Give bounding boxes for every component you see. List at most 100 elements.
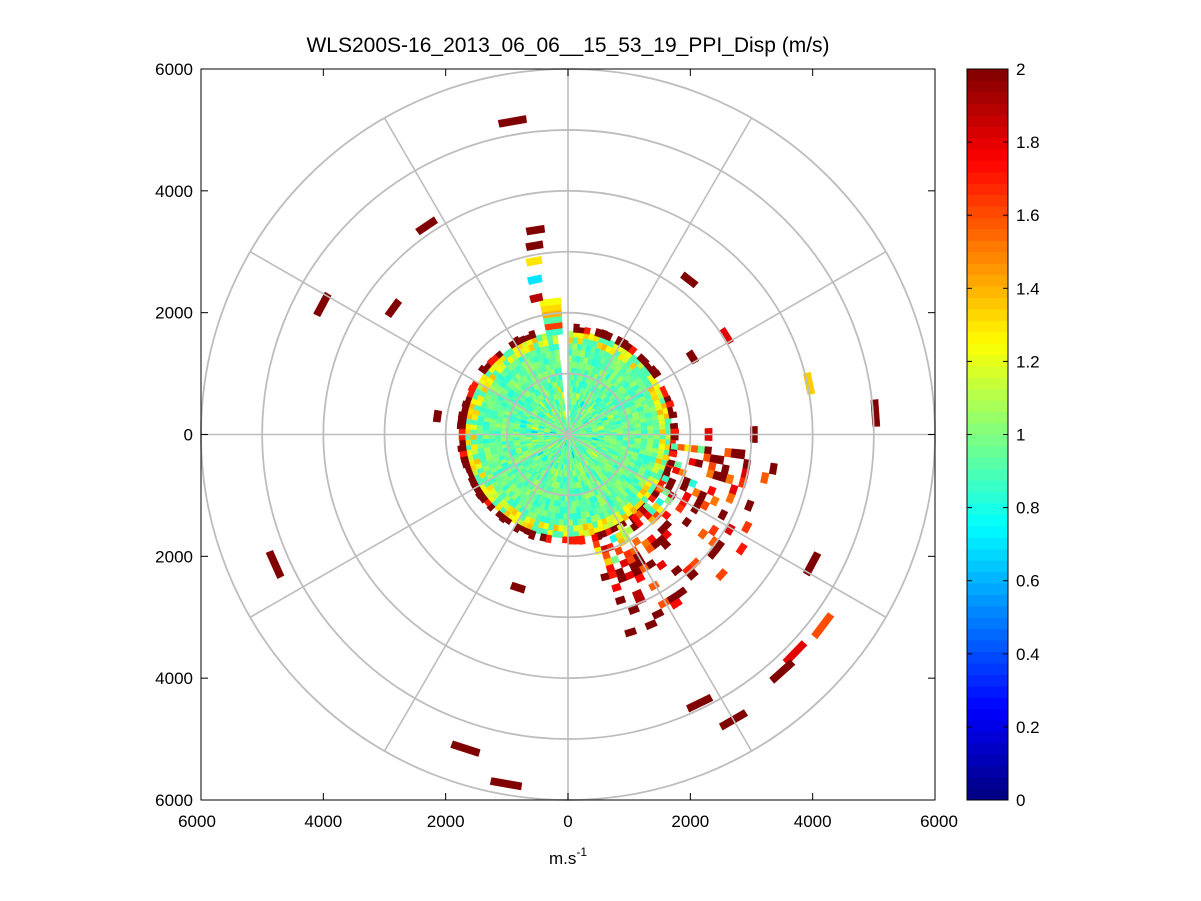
- colorbar-swatch: [967, 194, 1008, 207]
- near-field-cell: [552, 337, 559, 345]
- edge-ring-cell: [459, 439, 467, 447]
- near-field-cell: [652, 438, 660, 445]
- echo-patch: [265, 550, 285, 580]
- x-tick-label: 6000: [178, 812, 216, 831]
- azimuth-spoke: [567, 251, 887, 436]
- colorbar-swatch: [967, 263, 1008, 276]
- azimuth-spoke: [249, 251, 569, 436]
- southeast-echo-cell: [624, 627, 638, 638]
- colorbar: 0 0.2 0.4 0.6 0.8 1 1.2 1.4 1.6 1.8 2: [966, 60, 1040, 810]
- colorbar-swatch: [967, 697, 1008, 710]
- colorbar-swatch: [967, 377, 1008, 390]
- near-field-cell: [470, 424, 477, 430]
- colorbar-swatch: [967, 491, 1008, 504]
- near-field-cell: [494, 437, 502, 443]
- azimuth-spoke: [383, 117, 569, 435]
- edge-ring-cell: [458, 434, 466, 441]
- colorbar-swatch: [967, 503, 1008, 515]
- colorbar-swatch: [967, 308, 1008, 321]
- edge-ring-cell: [599, 329, 609, 340]
- colorbar-swatch: [967, 297, 1008, 310]
- southeast-echo-cell: [715, 568, 729, 582]
- colorbar-swatch: [967, 343, 1008, 356]
- echo-patch: [525, 224, 546, 236]
- colorbar-swatch: [967, 388, 1008, 401]
- edge-ring-cell: [650, 369, 662, 380]
- echo-patch: [525, 240, 544, 251]
- colorbar-swatch: [967, 617, 1008, 630]
- colorbar-swatch: [967, 251, 1008, 264]
- southeast-echo-cell: [707, 547, 720, 560]
- colorbar-swatch: [967, 423, 1008, 435]
- edge-ring-cell: [467, 384, 477, 394]
- edge-ring-cell: [527, 529, 537, 541]
- near-field-cell: [558, 519, 564, 526]
- southeast-echo-cell: [724, 447, 733, 458]
- colorbar-swatch: [967, 720, 1008, 732]
- southeast-echo-cell: [716, 455, 725, 465]
- near-field-cell: [640, 426, 648, 431]
- colorbar-swatch: [967, 171, 1008, 184]
- colorbar-swatch: [967, 206, 1008, 218]
- echo-patch: [680, 271, 699, 289]
- colorbar-tick-label: 1.4: [1016, 279, 1040, 298]
- edge-ring-cell: [628, 345, 638, 356]
- southeast-echo-cell: [670, 443, 679, 451]
- echo-patch: [802, 551, 822, 577]
- edge-ring-cell: [486, 357, 496, 367]
- edge-ring-cell: [573, 323, 580, 333]
- near-field-cell: [571, 506, 577, 514]
- echo-patch: [384, 298, 403, 319]
- edge-ring-cell: [457, 411, 468, 419]
- y-tick-label: 4000: [155, 182, 193, 201]
- southeast-echo-cell: [725, 492, 736, 505]
- southeast-echo-cell: [644, 543, 656, 554]
- colorbar-swatch: [967, 217, 1008, 230]
- southeast-echo-cell: [681, 516, 693, 528]
- edge-ring-cell: [640, 357, 650, 367]
- edge-ring-cell: [461, 400, 471, 409]
- edge-ring-cell: [486, 502, 496, 512]
- edge-ring-cell: [477, 364, 489, 375]
- southeast-echo-cell: [669, 597, 683, 610]
- southeast-echo-cell: [634, 573, 646, 584]
- southeast-echo-cell: [614, 595, 627, 606]
- southeast-echo-cell: [611, 582, 622, 593]
- colorbar-swatch: [967, 594, 1008, 607]
- colorbar-swatch: [967, 651, 1008, 664]
- edge-ring-cell: [669, 422, 679, 430]
- echo-patch: [525, 255, 543, 267]
- x-axis-label-text: m.s: [549, 849, 576, 868]
- southeast-echo-cell: [600, 572, 610, 582]
- near-field-cell: [556, 531, 564, 539]
- colorbar-swatch: [967, 354, 1008, 367]
- southeast-echo-cell: [768, 462, 778, 475]
- edge-ring-cell: [495, 510, 504, 519]
- y-tick-label: 6000: [155, 791, 193, 810]
- colorbar-swatch: [967, 674, 1008, 687]
- near-field-cell: [571, 513, 578, 520]
- colorbar-swatch: [967, 628, 1008, 641]
- southeast-echo-cell: [627, 604, 640, 616]
- southeast-echo-cell: [677, 443, 686, 452]
- edge-ring-cell: [528, 329, 537, 340]
- near-field-cell: [616, 428, 624, 433]
- southeast-echo-cell: [737, 449, 746, 460]
- near-field-cell: [567, 330, 574, 338]
- y-tick-label: 2000: [155, 304, 193, 323]
- colorbar-tick-label: 2: [1016, 60, 1025, 79]
- near-field-cell: [577, 524, 584, 532]
- southeast-echo-cell: [730, 448, 739, 459]
- azimuth-spoke: [567, 434, 753, 752]
- near-field-cell: [572, 343, 578, 350]
- colorbar-swatch: [967, 126, 1008, 139]
- colorbar-swatch: [967, 742, 1008, 755]
- colorbar-tick-label: 1: [1016, 426, 1025, 445]
- edge-ring-cell: [668, 450, 678, 458]
- colorbar-tick-label: 0.2: [1016, 718, 1040, 737]
- colorbar-swatch: [967, 582, 1008, 595]
- near-field-cell: [557, 525, 564, 533]
- edge-ring-cell: [670, 428, 680, 435]
- colorbar-swatch: [967, 160, 1008, 173]
- near-field-cell: [659, 424, 666, 430]
